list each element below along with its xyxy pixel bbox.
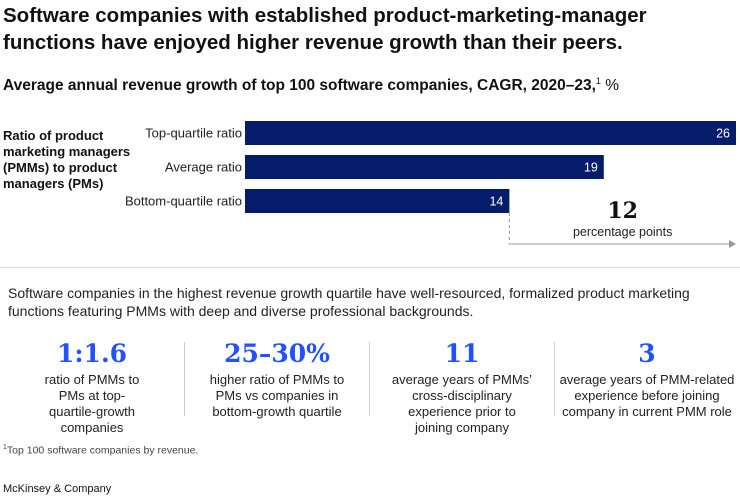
subtitle-unit: % xyxy=(605,77,620,95)
stat-ratio: 1:1.6 ratio of PMMs to PMs at top-quarti… xyxy=(0,339,184,435)
bar-chart: Ratio of product marketing managers (PMM… xyxy=(3,121,736,248)
footnote: 1Top 100 software companies by revenue. xyxy=(3,444,198,457)
annotation-label: percentage points xyxy=(573,225,672,239)
stat-value: 1:1.6 xyxy=(56,339,128,368)
row-group-label-line-2: marketing managers xyxy=(3,144,130,159)
subtitle-text: Average annual revenue growth of top 100… xyxy=(3,77,596,95)
stat-divider xyxy=(554,342,555,416)
category-label: Top-quartile ratio xyxy=(145,126,242,141)
stat-years-experience: 11 average years of PMMs’ cross-discipli… xyxy=(370,339,554,435)
bar-value-label: 14 xyxy=(489,195,503,209)
stat-caption: ratio of PMMs to PMs at top-quartile-gro… xyxy=(44,372,140,435)
stat-value: 25–30% xyxy=(224,339,330,368)
category-label: Average ratio xyxy=(165,160,242,175)
category-label: Bottom-quartile ratio xyxy=(125,194,242,209)
chart-subtitle: Average annual revenue growth of top 100… xyxy=(3,76,619,95)
footnote-text: Top 100 software companies by revenue. xyxy=(6,444,199,457)
bar-value-label: 26 xyxy=(716,127,730,141)
footnote-marker: 1 xyxy=(3,444,7,451)
stat-pmm-experience: 3 average years of PMM-related experienc… xyxy=(555,339,739,421)
stat-value: 11 xyxy=(444,339,480,368)
row-group-label-line-1: Ratio of product xyxy=(3,128,104,143)
bar xyxy=(245,155,604,179)
stat-divider xyxy=(369,342,370,416)
difference-annotation: 12 percentage points xyxy=(508,198,736,248)
brand-name: McKinsey & Company xyxy=(3,483,112,495)
row-group-label: Ratio of product marketing managers (PMM… xyxy=(3,128,134,191)
row-group-label-line-3: (PMMs) to product xyxy=(3,160,118,175)
row-group-label-line-4: managers (PMs) xyxy=(3,176,103,191)
bar-value-label: 19 xyxy=(584,161,598,175)
stat-divider xyxy=(184,342,185,416)
stat-caption: average years of PMMs’ cross-disciplinar… xyxy=(391,372,533,435)
bar xyxy=(245,121,736,145)
subtitle-footnote-marker: 1 xyxy=(595,76,601,86)
annotation-arrowhead xyxy=(729,240,736,248)
stat-caption: higher ratio of PMMs to PMs vs companies… xyxy=(209,372,345,419)
stat-value: 3 xyxy=(638,339,656,368)
section-divider xyxy=(0,267,740,268)
bars-layer: Top-quartile ratio 26 Average ratio 19 Botto… xyxy=(125,121,736,213)
stat-caption: average years of PMM-related experience … xyxy=(559,372,735,419)
stat-higher-ratio: 25–30% higher ratio of PMMs to PMs vs co… xyxy=(185,339,369,421)
annotation-value: 12 xyxy=(607,198,638,224)
summary-text: Software companies in the highest revenu… xyxy=(8,285,690,319)
chart-title: Software companies with established prod… xyxy=(3,4,647,54)
bar xyxy=(245,189,510,213)
